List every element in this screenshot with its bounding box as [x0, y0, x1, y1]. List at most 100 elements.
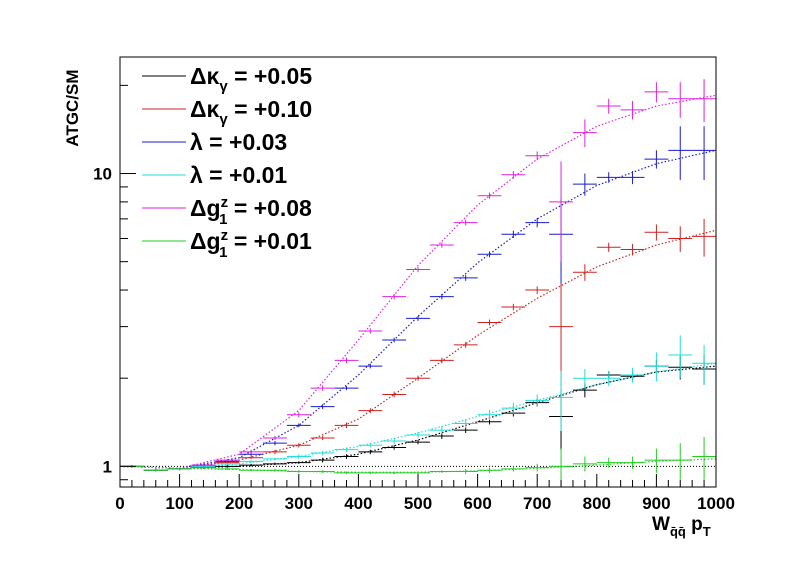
data-point-s0-6 — [263, 462, 287, 466]
data-point-s4-14 — [453, 219, 478, 226]
data-point-s1-9 — [334, 422, 359, 429]
data-point-s0-13 — [429, 432, 454, 439]
data-point-s4-4 — [215, 458, 240, 462]
data-point-s3-15 — [477, 409, 502, 420]
data-point-s3-6 — [263, 457, 287, 461]
data-point-s2-7 — [286, 423, 311, 428]
data-point-s3-11 — [382, 437, 407, 445]
data-point-s4-10 — [358, 328, 383, 334]
data-point-s4-13 — [429, 242, 454, 248]
data-points-group — [120, 79, 716, 487]
data-point-s3-9 — [334, 447, 359, 452]
data-point-s2-22 — [644, 150, 669, 169]
data-point-s1-22 — [644, 224, 669, 241]
data-point-s3-16 — [501, 402, 526, 414]
data-point-s5-9 — [334, 471, 359, 475]
data-point-s4-19 — [572, 119, 597, 148]
data-point-s1-6 — [263, 449, 287, 455]
data-point-s2-24 — [692, 126, 716, 181]
data-point-s1-7 — [286, 443, 311, 448]
data-point-s5-1 — [143, 468, 168, 472]
data-point-s0-7 — [286, 461, 311, 464]
data-point-s0-11 — [382, 445, 407, 450]
data-point-s4-24 — [692, 79, 716, 122]
legend-label: λ = +0.03 — [190, 129, 287, 155]
y-axis: 1 10 — [93, 84, 136, 481]
legend-entry-1: Δκγ = +0.10 — [142, 96, 312, 128]
data-point-s3-22 — [644, 352, 669, 382]
data-point-s3-12 — [406, 431, 430, 438]
legend-entry-4: Δgz 1 = +0.08 — [142, 194, 312, 228]
data-point-s2-10 — [358, 363, 383, 369]
data-point-s4-7 — [286, 412, 311, 418]
data-point-s5-24 — [692, 436, 716, 480]
x-axis-title-sub: q̄q̄ — [670, 524, 686, 539]
data-point-s4-9 — [334, 357, 359, 364]
data-point-s5-20 — [596, 457, 621, 468]
x-axis-title-rest: p — [686, 514, 703, 535]
data-point-s4-8 — [310, 385, 335, 391]
data-point-s0-8 — [310, 457, 335, 463]
x-tick-label: 800 — [583, 494, 611, 513]
data-point-s5-12 — [406, 471, 430, 475]
data-point-s2-17 — [525, 217, 550, 228]
data-point-s2-13 — [429, 293, 454, 300]
x-tick-label: 1000 — [697, 494, 735, 513]
x-tick-label: 300 — [285, 494, 313, 513]
x-axis-title-main: W — [652, 514, 670, 535]
data-point-s2-11 — [382, 337, 407, 343]
data-point-s1-13 — [429, 357, 454, 364]
data-point-s5-7 — [286, 470, 311, 473]
data-point-s2-15 — [477, 251, 502, 258]
data-point-s3-21 — [620, 367, 645, 383]
data-point-s0-4 — [215, 465, 240, 468]
data-point-s1-14 — [453, 341, 478, 348]
legend-entry-3: λ = +0.01 — [142, 162, 287, 188]
data-point-s2-20 — [596, 172, 621, 183]
data-point-s5-8 — [310, 470, 335, 473]
y-tick-label: 10 — [93, 165, 112, 184]
legend-label: Δκγ = +0.05 — [190, 63, 312, 95]
data-point-s3-19 — [572, 368, 597, 389]
data-point-s3-13 — [429, 426, 454, 434]
data-point-s4-6 — [263, 435, 287, 441]
data-point-s0-12 — [406, 440, 430, 445]
data-point-s1-15 — [477, 319, 502, 326]
data-point-s3-24 — [692, 344, 716, 385]
data-point-s5-17 — [525, 463, 550, 472]
x-tick-label: 400 — [344, 494, 372, 513]
data-point-s3-4 — [215, 462, 240, 466]
legend-entry-2: λ = +0.03 — [142, 129, 287, 155]
data-point-s2-16 — [501, 230, 526, 239]
data-point-s5-4 — [215, 467, 240, 471]
data-point-s5-13 — [429, 470, 454, 473]
data-point-s1-12 — [406, 375, 430, 381]
data-point-s0-5 — [239, 463, 264, 467]
data-point-s5-16 — [501, 466, 526, 472]
x-tick-label: 500 — [404, 494, 432, 513]
data-point-s5-23 — [668, 443, 693, 480]
data-point-s4-3 — [191, 463, 216, 467]
fit-curve-4 — [120, 94, 716, 469]
data-point-s3-14 — [453, 419, 478, 429]
data-point-s1-16 — [501, 303, 526, 311]
data-point-s4-5 — [239, 449, 264, 455]
data-point-s4-11 — [382, 293, 407, 300]
x-tick-label: 700 — [523, 494, 551, 513]
data-point-s4-17 — [525, 151, 550, 161]
data-point-s2-23 — [668, 126, 693, 181]
data-point-s1-19 — [572, 264, 597, 281]
data-point-s4-16 — [501, 171, 526, 179]
data-point-s3-5 — [239, 460, 264, 463]
data-point-s3-8 — [310, 450, 335, 456]
data-point-s5-3 — [191, 466, 216, 469]
data-point-s5-10 — [358, 471, 383, 475]
legend-label: Δκγ = +0.10 — [190, 96, 312, 128]
data-point-s0-15 — [477, 419, 502, 425]
data-point-s3-23 — [668, 335, 693, 379]
legend-entry-0: Δκγ = +0.05 — [142, 63, 312, 95]
data-point-s3-10 — [358, 443, 383, 448]
data-point-s1-11 — [382, 391, 407, 398]
